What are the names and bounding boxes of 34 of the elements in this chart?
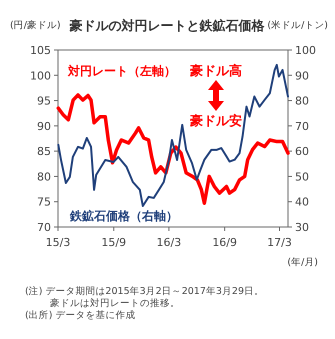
y2-tick-label: 100	[295, 44, 316, 57]
x-tick-label: 17/3	[267, 236, 292, 249]
y2-tick-label: 60	[295, 145, 309, 158]
annotation: 豪ドル安	[189, 113, 242, 129]
text: (出所) データを基に作成	[25, 309, 136, 321]
x-axis-title: (年/月)	[287, 256, 318, 268]
y-axis-title: (円/豪ドル)	[10, 19, 61, 31]
y2-tick-label: 70	[295, 120, 309, 133]
y2-tick-label: 40	[295, 196, 309, 209]
y-tick-label: 90	[37, 120, 51, 133]
y2-tick-label: 50	[295, 170, 309, 184]
y-tick-label: 95	[37, 94, 51, 108]
chart-title: 豪ドルの対円レートと鉄鉱石価格	[68, 18, 266, 34]
x-tick-label: 16/3	[156, 236, 182, 249]
line-series	[57, 64, 289, 208]
series-label: 対円レート（左軸）	[67, 64, 176, 78]
y-tick-label: 85	[37, 145, 51, 158]
text: 豪ドルは対円レートの推移。	[50, 297, 180, 309]
series-label: 鉄鉱石価格（右軸）	[69, 209, 178, 223]
y2-tick-label: 80	[295, 94, 309, 108]
x-tick-label: 16/9	[212, 236, 238, 249]
y-tick-label: 105	[30, 44, 51, 57]
x-tick-label: 15/9	[101, 236, 126, 249]
y-tick-label: 70	[37, 221, 51, 234]
y-tick-label: 75	[37, 196, 51, 209]
x-tick-label: 15/3	[46, 236, 70, 249]
y-tick-label: 80	[37, 170, 51, 184]
y2-tick-label: 30	[295, 221, 309, 234]
y2-axis-title: (米ドル/トン)	[267, 19, 328, 31]
y2-tick-label: 90	[295, 69, 309, 82]
line-series	[56, 93, 290, 205]
text: (注) データ期間は2015年3月2日～2017年3月29日。	[25, 285, 264, 297]
annotation: 豪ドル高	[189, 63, 242, 79]
y-tick-label: 100	[30, 69, 51, 82]
